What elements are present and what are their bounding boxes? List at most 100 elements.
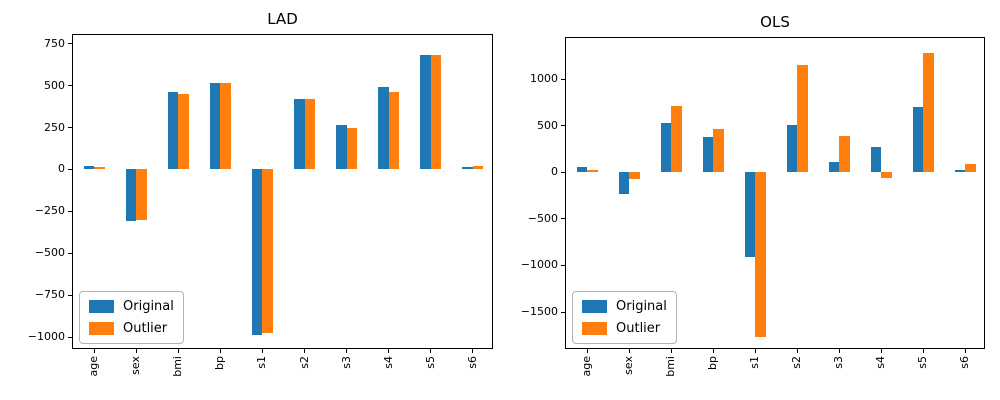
legend: Original Outlier (79, 291, 184, 344)
x-axis-tick (964, 349, 966, 353)
x-axis-tick-label: bmi (171, 356, 185, 377)
bar-outlier-s1 (755, 172, 766, 338)
bar-outlier-s5 (430, 54, 442, 170)
y-axis-tick-label: 1000 (530, 72, 558, 86)
y-axis-tick (68, 252, 72, 254)
legend-item-original: Original (89, 299, 174, 314)
x-axis-tick (430, 349, 432, 353)
y-axis-tick-label: −750 (34, 288, 65, 302)
bar-original-s6 (462, 166, 473, 170)
legend-swatch-outlier (582, 322, 607, 335)
y-axis-tick (561, 264, 565, 266)
y-axis-tick (561, 218, 565, 220)
bar-original-s1 (251, 169, 263, 336)
bar-original-s4 (378, 87, 389, 170)
legend-swatch-original (582, 300, 607, 313)
bar-outlier-s6 (965, 163, 976, 173)
x-axis-tick-label: s5 (916, 356, 929, 369)
x-axis-tick (922, 349, 924, 353)
bar-original-bmi (660, 122, 671, 173)
y-axis-tick (68, 210, 72, 212)
y-axis-tick-label: −1500 (520, 305, 558, 319)
bar-outlier-age (587, 170, 598, 173)
y-axis-tick (68, 127, 72, 129)
y-axis-tick-label: −250 (34, 204, 65, 218)
y-axis-tick-label: 500 (44, 78, 65, 92)
x-axis-tick-label: s5 (423, 356, 437, 369)
x-axis-tick (93, 349, 95, 353)
bar-outlier-s2 (797, 65, 808, 173)
y-axis-tick-label: −1000 (520, 258, 558, 272)
bar-original-bp (702, 136, 713, 173)
x-axis-tick (261, 349, 263, 353)
y-axis-tick-label: 250 (44, 120, 65, 134)
legend-swatch-original (89, 300, 114, 313)
bar-original-s3 (336, 125, 347, 170)
bar-outlier-bp (713, 129, 724, 173)
bar-outlier-s6 (472, 165, 484, 170)
x-axis-tick (838, 349, 840, 353)
bar-original-age (83, 165, 95, 170)
x-axis-tick-label: s6 (465, 356, 479, 369)
x-axis-tick (754, 349, 756, 353)
bar-original-sex (125, 169, 137, 221)
x-axis-tick (628, 349, 630, 353)
x-axis-tick (880, 349, 882, 353)
x-axis-tick (586, 349, 588, 353)
x-axis-tick-label: s2 (790, 356, 803, 369)
legend-label: Original (123, 299, 174, 314)
x-axis-tick (135, 349, 137, 353)
bar-outlier-s1 (262, 169, 273, 333)
x-axis-tick-label: s6 (958, 356, 971, 369)
x-axis-tick (304, 349, 306, 353)
bar-outlier-sex (629, 172, 640, 180)
legend-swatch-outlier (89, 322, 114, 335)
bar-original-s2 (294, 99, 305, 170)
y-axis-tick-label: 0 (58, 162, 65, 176)
plot-area: 750 500 250 0 −250 −500 −750 −1000 age sex bmi bp s1… (28, 34, 493, 377)
x-axis-tick-label: bp (706, 356, 719, 370)
x-axis-tick (712, 349, 714, 353)
y-axis-tick (561, 78, 565, 80)
bar-outlier-sex (136, 169, 147, 220)
bar-outlier-age (94, 167, 105, 170)
bar-original-s4 (870, 147, 881, 173)
bar-original-s5 (912, 107, 923, 173)
chart-title: LAD (267, 10, 298, 28)
y-axis-tick (561, 171, 565, 173)
bar-original-s6 (954, 169, 965, 173)
x-axis-tick (670, 349, 672, 353)
bar-original-bp (209, 83, 221, 170)
legend-item-original: Original (582, 299, 667, 314)
bar-outlier-s3 (346, 128, 358, 170)
bar-original-s2 (786, 124, 797, 173)
legend: Original Outlier (572, 291, 677, 344)
legend-label: Outlier (616, 321, 661, 336)
bar-outlier-bp (220, 83, 231, 170)
x-axis-tick-label: s4 (874, 356, 887, 369)
y-axis-tick-label: 500 (537, 118, 558, 132)
x-axis-tick (388, 349, 390, 353)
x-axis-tick-label: s3 (832, 356, 845, 369)
chart-title: OLS (760, 13, 790, 31)
bar-original-s5 (420, 54, 431, 170)
y-axis-tick-label: −500 (34, 246, 65, 260)
y-axis-tick (68, 294, 72, 296)
x-axis-tick-label: bmi (664, 356, 677, 377)
bar-outlier-bmi (671, 105, 682, 173)
x-axis-tick-label: sex (129, 356, 143, 375)
x-axis-tick-label: s1 (748, 356, 761, 369)
x-axis-tick-label: age (580, 356, 593, 377)
x-axis-tick-label: bp (213, 356, 227, 370)
y-axis-tick (561, 125, 565, 127)
y-axis-tick-label: 750 (44, 36, 65, 50)
y-axis-tick (68, 85, 72, 87)
plot-area: 1000 500 0 −500 −1000 −1500 age sex bmi bp s1 s2 s3 s… (521, 37, 985, 377)
x-axis-tick-label: s3 (339, 356, 353, 369)
y-axis-tick (68, 336, 72, 338)
bar-outlier-s5 (923, 52, 934, 173)
y-axis-tick-label: 0 (551, 165, 558, 179)
y-axis-tick-label: −500 (527, 211, 558, 225)
y-axis-tick (561, 311, 565, 313)
